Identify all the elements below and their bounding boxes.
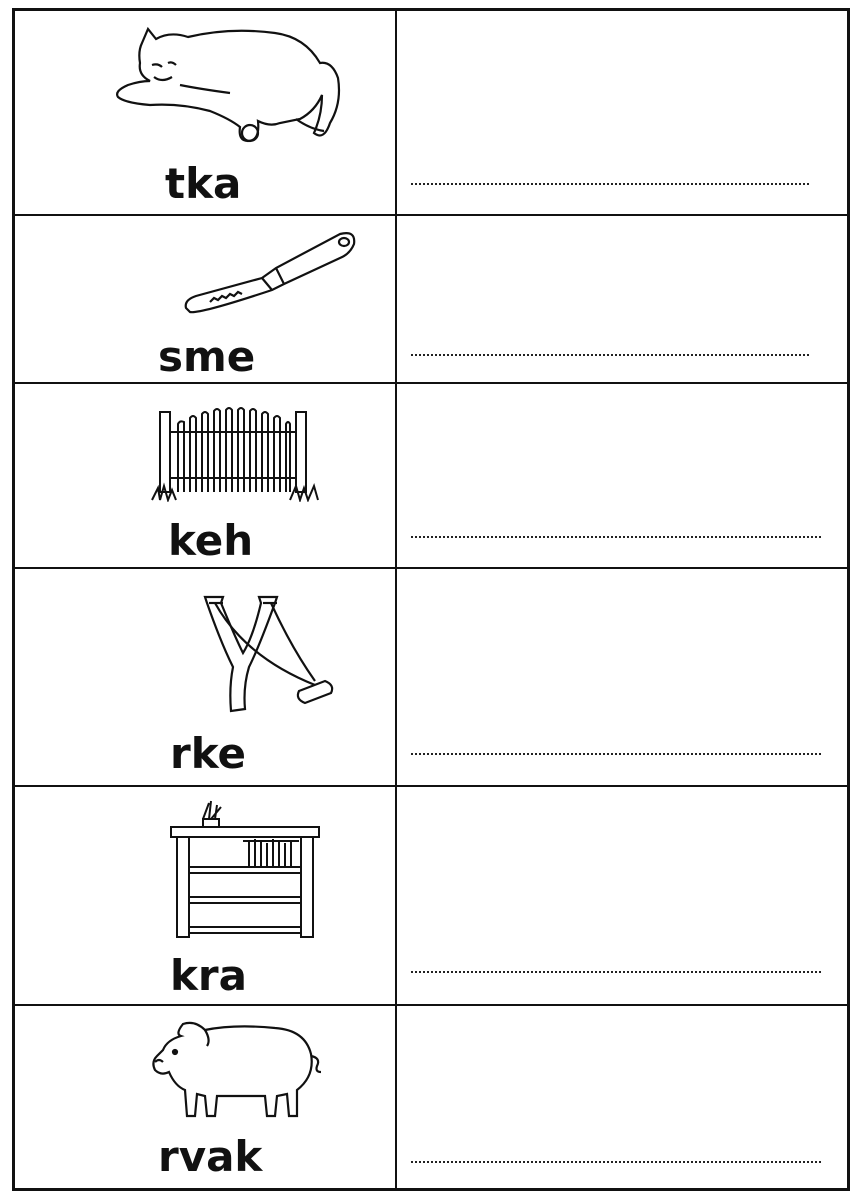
answer-cell: [397, 11, 847, 214]
table-row: keh: [15, 384, 847, 569]
answer-line[interactable]: [411, 1161, 821, 1163]
table-row: tka: [15, 11, 847, 216]
picture-cell: tka: [15, 11, 397, 214]
answer-line[interactable]: [411, 183, 809, 185]
butter-knife-picture: [184, 232, 356, 314]
answer-cell: [397, 787, 847, 1004]
picture-cell: rke: [15, 569, 397, 785]
scrambled-word: rvak: [158, 1132, 263, 1181]
table-row: sme: [15, 216, 847, 384]
scrambled-word: rke: [170, 729, 247, 778]
sleeping-cat-picture: [116, 26, 341, 143]
answer-line[interactable]: [411, 354, 809, 356]
picture-cell: sme: [15, 216, 397, 382]
answer-cell: [397, 216, 847, 382]
table-row: rvak: [15, 1006, 847, 1188]
answer-cell: [397, 1006, 847, 1188]
picture-cell: kra: [15, 787, 397, 1004]
table-row: kra: [15, 787, 847, 1006]
pig-picture: [152, 1021, 322, 1118]
bookshelf-picture: [170, 800, 320, 938]
answer-cell: [397, 384, 847, 567]
scrambled-word: tka: [165, 159, 242, 208]
answer-line[interactable]: [411, 753, 821, 755]
worksheet-table: tka sme: [12, 8, 850, 1191]
table-row: rke: [15, 569, 847, 787]
wooden-gate-picture: [151, 407, 319, 502]
answer-line[interactable]: [411, 536, 821, 538]
answer-cell: [397, 569, 847, 785]
scrambled-word: keh: [168, 516, 254, 565]
picture-cell: keh: [15, 384, 397, 567]
slingshot-picture: [203, 595, 334, 713]
scrambled-word: kra: [170, 951, 247, 1000]
answer-line[interactable]: [411, 971, 821, 973]
picture-cell: rvak: [15, 1006, 397, 1188]
scrambled-word: sme: [158, 332, 256, 381]
